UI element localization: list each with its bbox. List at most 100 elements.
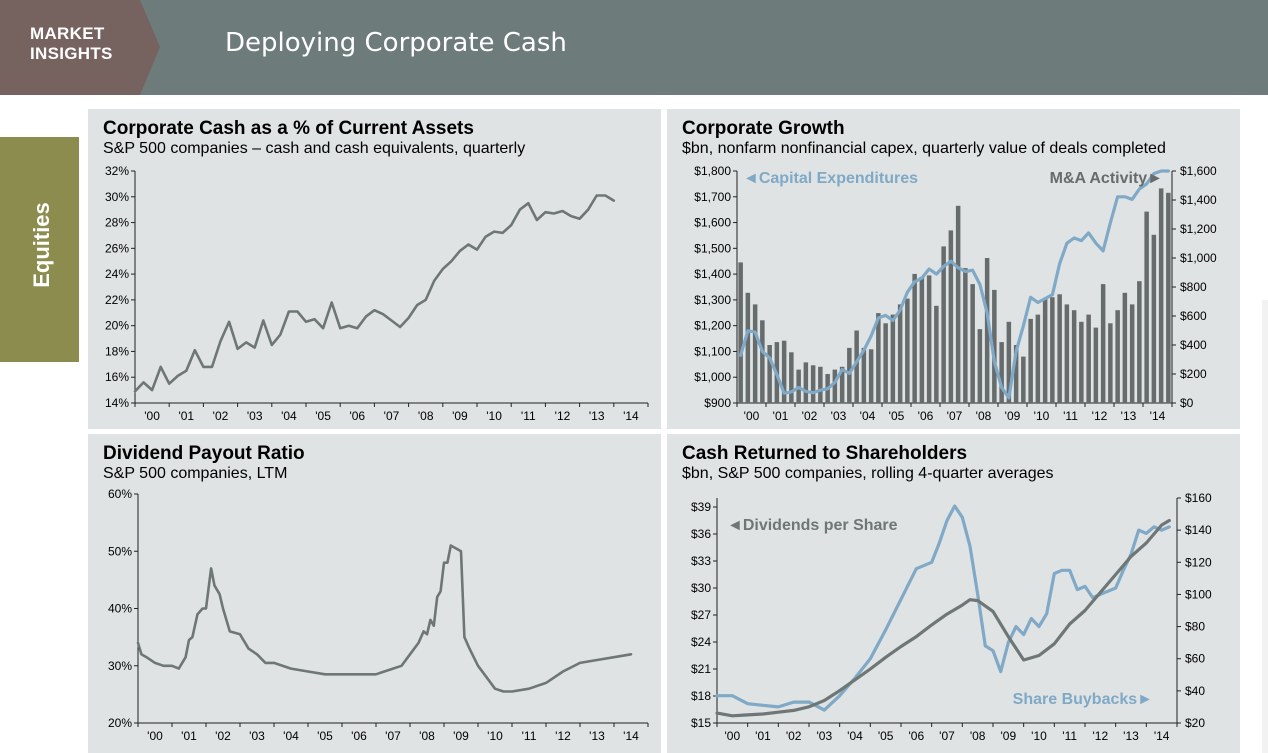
x-tick-label: '06 [909, 729, 925, 743]
x-tick-label: '12 [1093, 729, 1109, 743]
ma-activity-bar [1129, 304, 1135, 403]
chart-subtitle: S&P 500 companies, LTM [103, 465, 287, 482]
ma-activity-bar [955, 205, 961, 403]
cash-line [133, 194, 616, 393]
side-tab-equities[interactable]: Equities [0, 137, 79, 362]
y-tick-label-right: $60 [1185, 652, 1205, 666]
x-tick-label: '01 [181, 729, 197, 743]
ma-activity-bar [919, 276, 925, 403]
x-tick-label: '11 [521, 409, 536, 423]
x-tick-label: '13 [1123, 729, 1139, 743]
x-tick-label: '05 [878, 729, 894, 743]
ma-activity-bar [1035, 314, 1041, 403]
y-tick-label-left: $1,600 [694, 216, 731, 230]
y-tick-label-left: $33 [691, 554, 711, 568]
chart-subtitle: S&P 500 companies – cash and cash equiva… [103, 140, 525, 157]
y-tick-label-left: $1,500 [694, 241, 731, 255]
chart-returned-svg: Cash Returned to Shareholders$bn, S&P 50… [682, 443, 1212, 743]
y-tick-label: 24% [105, 267, 129, 281]
ma-activity-bar [745, 292, 751, 403]
dividends-line [715, 518, 1171, 718]
chart-subtitle: $bn, nonfarm nonfinancial capex, quarter… [682, 140, 1166, 157]
ma-activity-bar [760, 320, 765, 403]
y-tick-label: 50% [108, 544, 132, 558]
ma-activity-bar [738, 262, 743, 403]
x-tick-label: '09 [452, 409, 468, 423]
ma-activity-bar [1013, 345, 1019, 403]
ma-activity-bar [999, 342, 1004, 403]
x-tick-label: '11 [1062, 729, 1077, 743]
ma-activity-bar [868, 349, 874, 403]
x-tick-label: '06 [918, 409, 934, 423]
y-tick-label-right: $160 [1185, 491, 1212, 505]
y-tick-label-left: $39 [691, 500, 711, 514]
y-tick-label-right: $20 [1185, 716, 1205, 730]
chart-panel-cash: Corporate Cash as a % of Current Assets S… [88, 109, 661, 429]
x-tick-label: '05 [889, 409, 905, 423]
ma-activity-bar [1108, 323, 1113, 404]
chart-title: Dividend Payout Ratio [103, 443, 305, 464]
ma-activity-bar [1137, 281, 1142, 403]
ma-activity-bar [781, 340, 787, 403]
y-tick-label-right: $1,000 [1180, 251, 1217, 265]
x-tick-label: '07 [939, 729, 955, 743]
ma-activity-bar [752, 304, 758, 403]
ma-activity-bar [1166, 192, 1171, 404]
y-tick-label-left: $1,200 [694, 319, 731, 333]
chart-cash-svg: Corporate Cash as a % of Current AssetsS… [103, 118, 649, 423]
x-tick-label: '08 [976, 409, 992, 423]
x-tick-label: '07 [384, 409, 400, 423]
y-tick-label: 22% [105, 293, 129, 307]
ma-activity-bar [847, 347, 852, 403]
legend-mna: M&A Activity► [1050, 170, 1163, 187]
y-tick-label-right: $0 [1180, 396, 1194, 410]
x-tick-label: '14 [623, 409, 639, 423]
ma-activity-bar [803, 362, 809, 403]
chart-panel-returned: Cash Returned to Shareholders $bn, S&P 50… [667, 434, 1240, 753]
ma-activity-bar [941, 246, 946, 403]
ma-activity-bar [1086, 314, 1091, 403]
x-tick-label: '14 [1150, 409, 1166, 423]
ma-activity-bar [992, 289, 997, 403]
ma-activity-bar [948, 230, 954, 403]
ma-activity-bar [1079, 321, 1084, 403]
ma-activity-bar [1006, 321, 1012, 403]
ma-activity-bar [1057, 294, 1062, 404]
y-tick-label-right: $1,600 [1180, 164, 1217, 178]
y-tick-label-left: $900 [704, 396, 731, 410]
y-tick-label-right: $200 [1180, 367, 1207, 381]
ma-activity-bar [1158, 188, 1164, 403]
y-tick-label: 20% [108, 716, 132, 730]
ma-activity-bar [984, 258, 990, 403]
ma-activity-bar [926, 275, 932, 403]
ma-activity-bar [1093, 327, 1099, 403]
ma-activity-bar [934, 305, 939, 403]
chart-title: Corporate Cash as a % of Current Assets [103, 118, 474, 139]
x-tick-label: '01 [178, 409, 194, 423]
y-tick-label: 28% [105, 216, 129, 230]
y-tick-label: 16% [105, 370, 129, 384]
x-tick-label: '13 [1121, 409, 1137, 423]
x-tick-label: '10 [486, 409, 502, 423]
y-tick-label-left: $15 [691, 716, 711, 730]
ma-activity-bar [897, 304, 903, 403]
x-tick-label: '07 [947, 409, 963, 423]
page-edge [1262, 300, 1268, 753]
x-tick-label: '14 [1154, 729, 1170, 743]
x-tick-label: '01 [755, 729, 771, 743]
ma-activity-bar [1028, 318, 1033, 403]
legend-capex: ◄Capital Expenditures [743, 170, 918, 187]
ma-activity-bar [1144, 211, 1149, 403]
x-tick-label: '08 [418, 409, 434, 423]
x-tick-label: '11 [1063, 409, 1078, 423]
y-tick-label-left: $21 [691, 662, 711, 676]
x-tick-label: '10 [1034, 409, 1050, 423]
y-tick-label-right: $120 [1185, 555, 1212, 569]
x-tick-label: '10 [1031, 729, 1047, 743]
ma-activity-bar [1151, 234, 1157, 403]
y-tick-label: 14% [105, 396, 129, 410]
ma-activity-bar [1021, 356, 1026, 403]
x-tick-label: '08 [970, 729, 986, 743]
ma-activity-bar [876, 313, 881, 403]
